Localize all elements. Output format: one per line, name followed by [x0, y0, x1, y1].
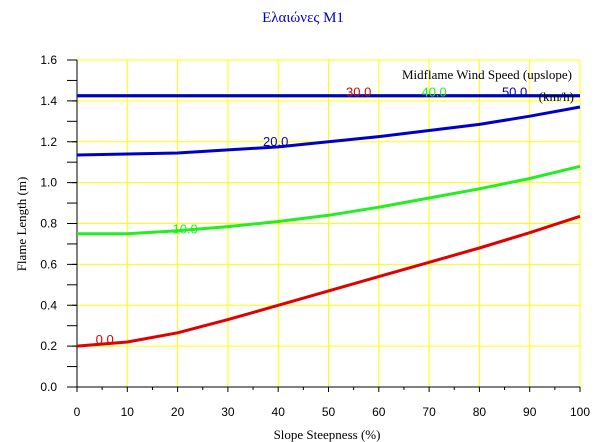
y-tick-label: 0.2: [40, 339, 57, 353]
series-line-0-0: [76, 214, 581, 348]
curve-label: 20.0: [263, 134, 288, 149]
curve-label: 50.0: [502, 85, 527, 100]
chart-title: Ελαιώνες Μ1: [262, 10, 344, 26]
y-axis-label: Flame Length (m): [14, 177, 29, 272]
curve-label: 40.0: [421, 85, 446, 100]
grid-lines: [77, 59, 581, 387]
x-tick-label: 20: [171, 405, 185, 419]
curve-label: 0.0: [96, 332, 114, 347]
y-tick-label: 0.8: [40, 217, 57, 231]
x-axis-label: Slope Steepness (%): [274, 427, 381, 442]
x-tick-label: 40: [272, 405, 286, 419]
x-tick-label: 30: [221, 405, 235, 419]
y-tick-label: 0.4: [40, 298, 57, 312]
series-line-10-0: [77, 164, 581, 236]
curve-labels: 0.0 10.0 20.0 30.0 40.0 50.0: [96, 85, 528, 347]
x-tick-label: 100: [570, 405, 590, 419]
y-tick-labels: 0.0 0.2 0.4 0.6 0.8 1.0 1.2 1.4 1.6: [40, 53, 57, 394]
y-tick-label: 1.2: [40, 135, 57, 149]
y-tick-label: 1.0: [40, 176, 57, 190]
series-line-20-0: [76, 105, 581, 157]
y-tick-label: 1.4: [40, 94, 57, 108]
curve-label: 10.0: [172, 222, 197, 237]
x-tick-label: 80: [473, 405, 487, 419]
y-tick-label: 1.6: [40, 53, 57, 67]
curve-label: 30.0: [346, 85, 371, 100]
legend-title: Midflame Wind Speed (upslope): [402, 67, 572, 82]
data-series: [76, 94, 581, 348]
x-tick-label: 70: [422, 405, 436, 419]
y-tick-label: 0.6: [40, 257, 57, 271]
legend-units: (km/h): [539, 89, 574, 104]
x-tick-label: 0: [74, 405, 81, 419]
x-tick-label: 90: [523, 405, 537, 419]
x-tick-labels: 0 10 20 30 40 50 60 70 80 90 100: [74, 405, 591, 419]
axes: [67, 59, 581, 392]
x-tick-label: 50: [322, 405, 336, 419]
x-tick-label: 60: [372, 405, 386, 419]
x-tick-label: 10: [121, 405, 135, 419]
y-tick-label: 0.0: [40, 380, 57, 394]
